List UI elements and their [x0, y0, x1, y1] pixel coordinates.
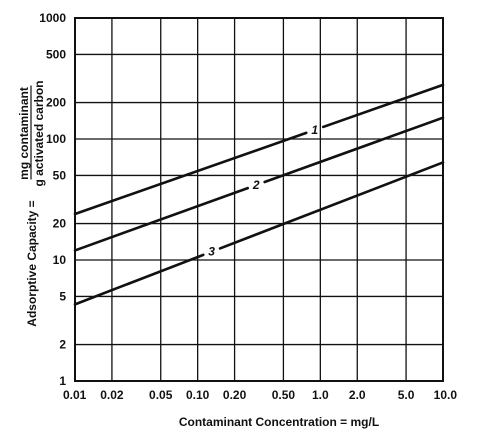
y-tick-label: 500	[46, 47, 66, 61]
series-line	[321, 83, 445, 129]
y-axis-title-numerator: mg contaminant	[17, 87, 31, 180]
y-tick-label: 10	[53, 253, 67, 267]
series-1: 1	[73, 83, 445, 216]
x-tick-label: 5.0	[398, 388, 415, 402]
series-line	[73, 131, 308, 216]
series-3: 3	[73, 161, 445, 306]
y-axis-title: Adsorptive Capacity = mg contaminant g a…	[17, 80, 46, 326]
y-axis-title-denominator: g activated carbon	[32, 80, 46, 186]
series-lines: 1 2 3	[73, 83, 445, 306]
y-tick-label: 200	[46, 96, 66, 110]
series-line	[263, 116, 445, 184]
series-line	[73, 253, 205, 306]
x-tick-label: 2.0	[349, 388, 366, 402]
series-label: 3	[208, 245, 215, 259]
y-tick-label: 5	[59, 289, 66, 303]
plot-frame	[74, 17, 444, 382]
series-label: 2	[252, 178, 260, 192]
y-tick-label: 20	[53, 217, 67, 231]
x-tick-label: 0.10	[186, 388, 210, 402]
x-tick-label: 0.20	[223, 388, 247, 402]
series-line	[218, 161, 445, 250]
x-tick-labels: 0.01 0.02 0.05 0.10 0.20 0.50 1.0 2.0 5.0 10.0	[63, 388, 457, 402]
y-axis-title-prefix: Adsorptive Capacity =	[25, 200, 39, 326]
grid	[74, 17, 444, 382]
y-tick-label: 1000	[39, 11, 66, 25]
x-tick-label: 0.50	[272, 388, 296, 402]
x-tick-label: 0.01	[63, 388, 87, 402]
x-tick-label: 1.0	[312, 388, 329, 402]
series-2: 2	[73, 116, 445, 252]
x-tick-label: 0.05	[149, 388, 173, 402]
x-tick-label: 10.0	[434, 388, 458, 402]
y-tick-label: 1	[59, 374, 66, 388]
x-axis-title: Contaminant Concentration = mg/L	[179, 415, 379, 429]
y-tick-labels: 1 2 5 10 20 50 100 200 500 1000	[39, 11, 66, 388]
y-tick-label: 2	[59, 338, 66, 352]
x-tick-label: 0.02	[100, 388, 124, 402]
y-tick-label: 100	[46, 132, 66, 146]
series-label: 1	[311, 123, 318, 137]
series-line	[73, 186, 250, 252]
y-tick-label: 50	[53, 168, 67, 182]
